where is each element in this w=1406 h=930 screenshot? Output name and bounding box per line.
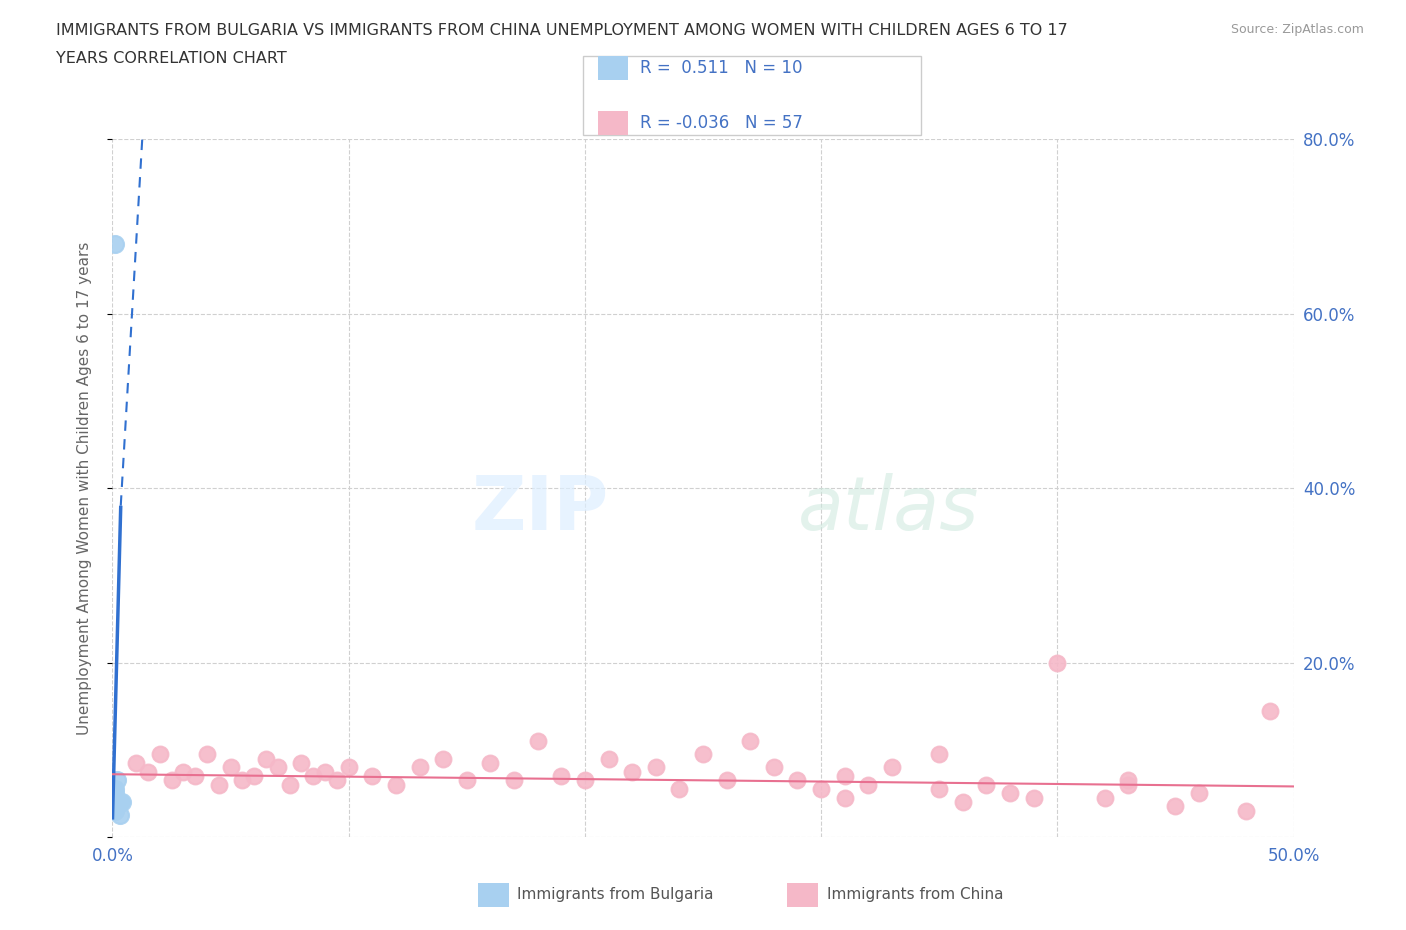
Point — [1164, 799, 1187, 814]
Point — [290, 755, 312, 770]
Point — [385, 777, 408, 792]
Point — [172, 764, 194, 779]
Point — [834, 790, 856, 805]
Text: R = -0.036   N = 57: R = -0.036 N = 57 — [640, 113, 803, 132]
Point — [858, 777, 880, 792]
Point — [668, 781, 690, 796]
Point — [104, 237, 127, 252]
Point — [101, 790, 124, 805]
Point — [195, 747, 218, 762]
Point — [574, 773, 596, 788]
Point — [976, 777, 998, 792]
Point — [108, 794, 131, 809]
Point — [479, 755, 502, 770]
Point — [111, 794, 134, 809]
Y-axis label: Unemployment Among Women with Children Ages 6 to 17 years: Unemployment Among Women with Children A… — [77, 242, 91, 735]
Point — [219, 760, 242, 775]
Point — [108, 808, 131, 823]
Text: Source: ZipAtlas.com: Source: ZipAtlas.com — [1230, 23, 1364, 36]
Point — [337, 760, 360, 775]
Point — [125, 755, 148, 770]
Point — [880, 760, 903, 775]
Point — [302, 768, 325, 783]
Point — [408, 760, 430, 775]
Point — [598, 751, 620, 766]
Text: IMMIGRANTS FROM BULGARIA VS IMMIGRANTS FROM CHINA UNEMPLOYMENT AMONG WOMEN WITH : IMMIGRANTS FROM BULGARIA VS IMMIGRANTS F… — [56, 23, 1069, 38]
Point — [184, 768, 207, 783]
Point — [644, 760, 666, 775]
Point — [136, 764, 159, 779]
Point — [692, 747, 714, 762]
Point — [526, 734, 548, 749]
Text: Immigrants from China: Immigrants from China — [827, 887, 1004, 902]
Point — [716, 773, 738, 788]
Point — [456, 773, 478, 788]
Point — [149, 747, 172, 762]
Text: atlas: atlas — [797, 473, 979, 545]
Point — [1046, 656, 1069, 671]
Point — [231, 773, 253, 788]
Point — [740, 734, 762, 749]
Point — [267, 760, 290, 775]
Point — [621, 764, 644, 779]
Point — [1234, 804, 1257, 818]
Point — [432, 751, 454, 766]
Point — [326, 773, 349, 788]
Point — [952, 794, 974, 809]
Point — [928, 747, 950, 762]
Text: YEARS CORRELATION CHART: YEARS CORRELATION CHART — [56, 51, 287, 66]
Point — [278, 777, 301, 792]
Point — [1116, 777, 1139, 792]
Point — [104, 804, 127, 818]
Point — [160, 773, 183, 788]
Text: ZIP: ZIP — [471, 472, 609, 546]
Point — [104, 781, 127, 796]
Point — [314, 764, 336, 779]
Point — [1188, 786, 1211, 801]
Point — [1022, 790, 1045, 805]
Point — [503, 773, 526, 788]
Point — [361, 768, 384, 783]
Point — [928, 781, 950, 796]
Point — [1094, 790, 1116, 805]
Text: Immigrants from Bulgaria: Immigrants from Bulgaria — [517, 887, 714, 902]
Point — [550, 768, 572, 783]
Point — [254, 751, 277, 766]
Point — [1258, 703, 1281, 718]
Point — [834, 768, 856, 783]
Point — [208, 777, 231, 792]
Point — [105, 773, 128, 788]
Point — [998, 786, 1021, 801]
Point — [810, 781, 832, 796]
Point — [786, 773, 808, 788]
Point — [1116, 773, 1139, 788]
Text: R =  0.511   N = 10: R = 0.511 N = 10 — [640, 59, 803, 77]
Point — [105, 799, 128, 814]
Point — [243, 768, 266, 783]
Point — [762, 760, 785, 775]
Point — [104, 786, 127, 801]
